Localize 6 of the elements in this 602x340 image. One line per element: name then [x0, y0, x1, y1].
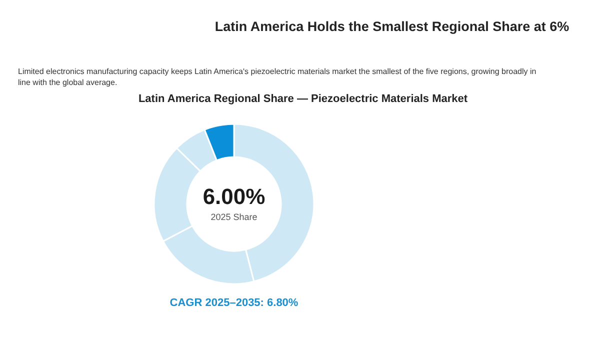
text: Latin America Holds the Smallest Regional Share at 6%: [214, 19, 570, 34]
chart-subtitle: Limited electronics manufacturing capacity keeps Latin America's piezoelectric materials market the smallest of the five regions, growing broadly in line with the global average.: [18, 67, 536, 87]
text: 2025 Share: [210, 212, 258, 222]
text: 6.00%: [202, 184, 266, 209]
text: Latin America Regional Share — Piezoelectric Materials Market: [138, 93, 468, 105]
text: CAGR 2025–2035: 6.80%: [170, 297, 298, 309]
